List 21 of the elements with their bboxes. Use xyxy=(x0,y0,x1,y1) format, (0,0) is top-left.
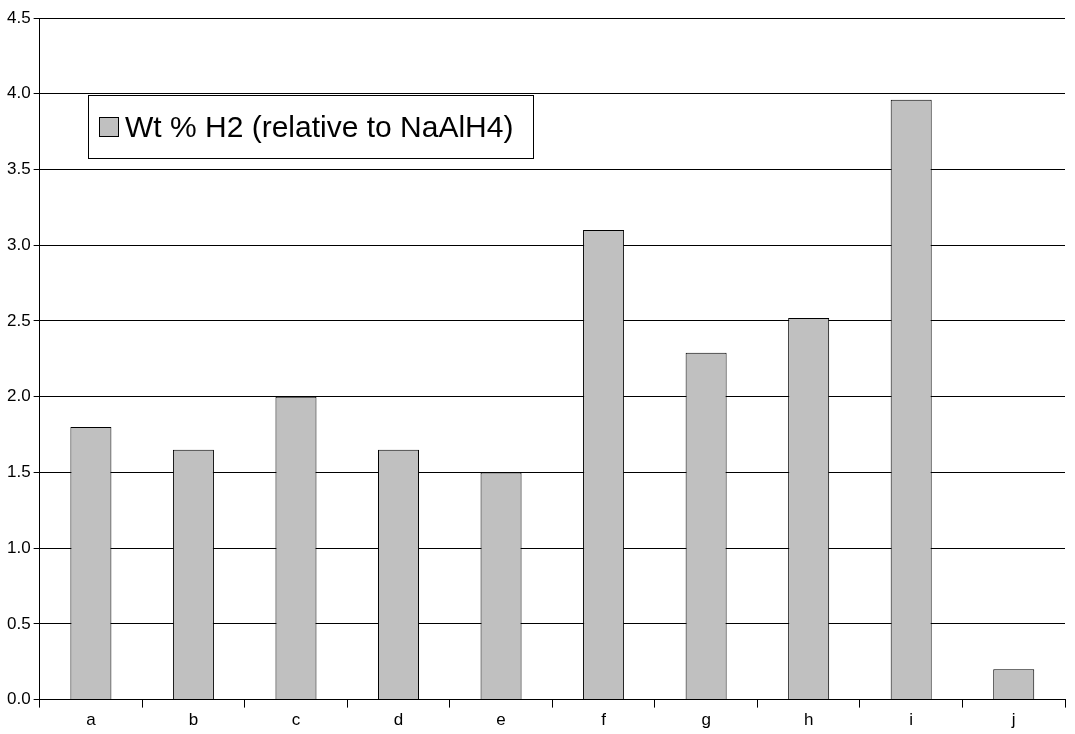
x-tick-label: d xyxy=(393,710,404,730)
y-tick-label: 0.0 xyxy=(6,689,31,709)
y-tick-label: 1.5 xyxy=(6,462,31,482)
y-tick-label: 3.0 xyxy=(6,234,31,254)
y-tick-label: 3.5 xyxy=(6,159,31,179)
y-tick-label: 4.0 xyxy=(6,83,31,103)
y-tick-label: 2.0 xyxy=(6,386,31,406)
y-tick-label: 1.0 xyxy=(6,537,31,557)
x-tick-label: c xyxy=(291,710,301,730)
x-tick-label: i xyxy=(909,710,914,730)
x-tick-label: a xyxy=(86,710,97,730)
x-tick-label: h xyxy=(803,710,814,730)
y-tick-label: 0.5 xyxy=(6,613,31,633)
y-tick-label: 4.5 xyxy=(6,7,31,27)
x-tick-label: g xyxy=(701,710,711,730)
x-tick-label: e xyxy=(496,710,506,730)
y-tick-label: 2.5 xyxy=(6,310,31,330)
legend-label: Wt % H2 (relative to NaAlH4) xyxy=(125,110,514,144)
x-tick-label: f xyxy=(601,710,607,730)
x-tick-label: b xyxy=(188,710,199,730)
x-tick-label: j xyxy=(1010,710,1016,730)
